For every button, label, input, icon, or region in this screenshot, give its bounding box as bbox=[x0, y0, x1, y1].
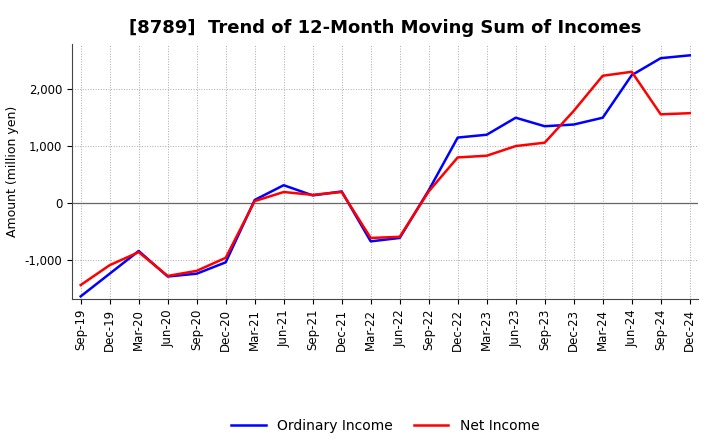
Ordinary Income bbox=[598, 115, 607, 121]
Net Income bbox=[221, 255, 230, 260]
Ordinary Income bbox=[424, 188, 433, 193]
Net Income bbox=[685, 110, 694, 116]
Net Income bbox=[308, 192, 317, 198]
Line: Ordinary Income: Ordinary Income bbox=[81, 55, 690, 297]
Net Income bbox=[657, 112, 665, 117]
Ordinary Income bbox=[657, 55, 665, 61]
Net Income bbox=[279, 189, 288, 194]
Net Income bbox=[424, 189, 433, 194]
Net Income bbox=[163, 273, 172, 279]
Title: [8789]  Trend of 12-Month Moving Sum of Incomes: [8789] Trend of 12-Month Moving Sum of I… bbox=[129, 19, 642, 37]
Ordinary Income bbox=[541, 124, 549, 129]
Net Income bbox=[338, 189, 346, 194]
Ordinary Income bbox=[221, 260, 230, 265]
Ordinary Income bbox=[570, 122, 578, 127]
Legend: Ordinary Income, Net Income: Ordinary Income, Net Income bbox=[225, 413, 545, 438]
Net Income bbox=[570, 108, 578, 114]
Net Income bbox=[366, 235, 375, 241]
Y-axis label: Amount (million yen): Amount (million yen) bbox=[6, 106, 19, 237]
Ordinary Income bbox=[76, 294, 85, 299]
Net Income bbox=[251, 198, 259, 204]
Net Income bbox=[135, 249, 143, 255]
Ordinary Income bbox=[511, 115, 520, 121]
Ordinary Income bbox=[135, 248, 143, 253]
Net Income bbox=[76, 282, 85, 288]
Ordinary Income bbox=[338, 189, 346, 194]
Net Income bbox=[627, 69, 636, 74]
Ordinary Income bbox=[366, 239, 375, 244]
Ordinary Income bbox=[395, 235, 404, 241]
Ordinary Income bbox=[308, 193, 317, 198]
Net Income bbox=[541, 140, 549, 145]
Net Income bbox=[511, 143, 520, 149]
Ordinary Income bbox=[163, 274, 172, 279]
Net Income bbox=[454, 155, 462, 160]
Ordinary Income bbox=[105, 271, 114, 276]
Ordinary Income bbox=[192, 271, 201, 276]
Ordinary Income bbox=[627, 73, 636, 78]
Ordinary Income bbox=[251, 197, 259, 202]
Net Income bbox=[598, 73, 607, 78]
Net Income bbox=[105, 263, 114, 268]
Net Income bbox=[482, 153, 491, 158]
Ordinary Income bbox=[482, 132, 491, 137]
Ordinary Income bbox=[454, 135, 462, 140]
Ordinary Income bbox=[685, 53, 694, 58]
Net Income bbox=[395, 234, 404, 239]
Net Income bbox=[192, 268, 201, 274]
Ordinary Income bbox=[279, 183, 288, 188]
Line: Net Income: Net Income bbox=[81, 72, 690, 285]
